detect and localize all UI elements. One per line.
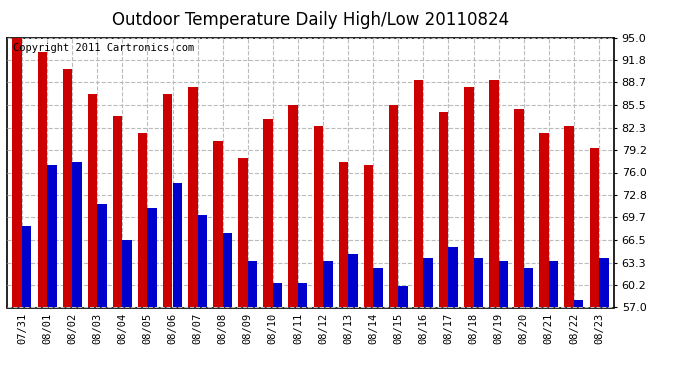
Bar [22, 226, 32, 308]
Bar [223, 233, 233, 308]
Bar [248, 261, 257, 308]
Bar [37, 52, 47, 308]
Bar [197, 215, 207, 308]
Bar [549, 261, 558, 308]
Bar [148, 208, 157, 308]
Text: Outdoor Temperature Daily High/Low 20110824: Outdoor Temperature Daily High/Low 20110… [112, 11, 509, 29]
Bar [163, 94, 172, 308]
Bar [72, 162, 81, 308]
Bar [464, 87, 473, 308]
Bar [339, 162, 348, 308]
Bar [373, 268, 383, 308]
Bar [138, 134, 148, 308]
Bar [424, 258, 433, 307]
Bar [122, 240, 132, 308]
Bar [414, 80, 424, 308]
Bar [97, 204, 107, 308]
Bar [213, 141, 223, 308]
Bar [499, 261, 509, 308]
Bar [238, 158, 248, 308]
Bar [589, 148, 599, 308]
Bar [514, 108, 524, 307]
Bar [298, 283, 308, 308]
Bar [112, 116, 122, 308]
Bar [599, 258, 609, 307]
Bar [88, 94, 97, 308]
Bar [273, 283, 282, 308]
Bar [564, 126, 574, 308]
Bar [264, 119, 273, 308]
Bar [439, 112, 449, 308]
Bar [398, 286, 408, 308]
Bar [540, 134, 549, 308]
Bar [364, 165, 373, 308]
Bar [47, 165, 57, 308]
Bar [524, 268, 533, 308]
Bar [172, 183, 182, 308]
Bar [473, 258, 483, 307]
Bar [63, 69, 72, 308]
Bar [388, 105, 398, 308]
Bar [574, 300, 584, 307]
Bar [323, 261, 333, 308]
Bar [313, 126, 323, 308]
Bar [288, 105, 298, 308]
Text: Copyright 2011 Cartronics.com: Copyright 2011 Cartronics.com [13, 43, 194, 53]
Bar [188, 87, 197, 308]
Bar [448, 247, 458, 308]
Bar [348, 254, 357, 308]
Bar [489, 80, 499, 308]
Bar [12, 38, 22, 308]
